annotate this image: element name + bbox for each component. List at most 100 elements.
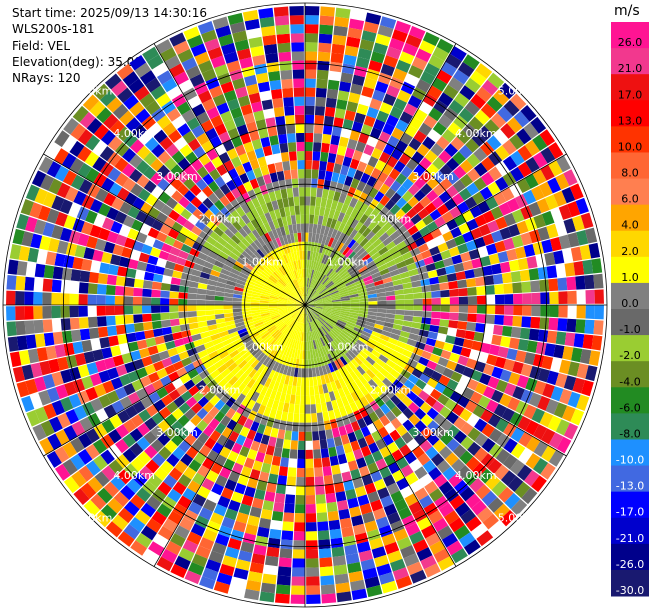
range-gate: [63, 425, 78, 441]
range-gate: [305, 395, 311, 405]
range-gate: [60, 305, 70, 318]
range-gate: [18, 245, 31, 262]
range-gate: [266, 398, 275, 409]
range-gate: [423, 256, 435, 266]
range-gate: [174, 525, 190, 540]
range-gate: [331, 340, 340, 349]
range-gate: [173, 396, 186, 408]
range-gate: [282, 275, 289, 284]
range-gate: [566, 318, 577, 333]
range-gate: [289, 233, 295, 243]
range-gate: [31, 170, 47, 188]
range-gate: [394, 314, 405, 321]
range-gate: [107, 136, 123, 152]
range-gate: [87, 316, 98, 328]
range-gate: [135, 231, 148, 244]
range-gate: [422, 291, 432, 299]
range-gate: [300, 322, 304, 333]
range-gate: [136, 261, 148, 272]
range-gate: [419, 372, 431, 384]
range-gate: [330, 52, 344, 64]
range-gate: [462, 338, 474, 349]
range-gate: [393, 160, 406, 173]
range-gate: [222, 382, 233, 393]
range-gate: [396, 477, 410, 491]
range-gate: [390, 405, 402, 418]
range-gate: [394, 208, 406, 220]
range-gate: [381, 221, 393, 232]
range-gate: [302, 296, 305, 305]
range-gate: [239, 445, 250, 458]
range-gate: [360, 558, 376, 571]
range-gate: [407, 171, 420, 184]
range-gate: [305, 87, 316, 97]
range-gate: [191, 269, 202, 277]
range-gate: [305, 6, 320, 16]
range-gate: [267, 278, 276, 286]
range-gate: [151, 289, 161, 298]
range-gate: [329, 288, 339, 294]
range-gate: [293, 260, 298, 270]
range-gate: [350, 270, 360, 278]
range-gate: [440, 61, 457, 77]
range-gate: [214, 422, 227, 435]
range-gate: [210, 462, 223, 475]
range-gate: [123, 383, 136, 396]
range-ring-label: 4.00km: [113, 127, 155, 140]
range-gate: [532, 457, 549, 475]
range-gate: [487, 413, 502, 428]
range-gate: [107, 151, 122, 167]
range-gate: [321, 346, 328, 356]
range-gate: [473, 177, 487, 191]
range-gate: [235, 195, 246, 207]
range-gate: [123, 296, 134, 305]
range-gate: [262, 573, 277, 585]
range-gate: [276, 322, 285, 330]
range-gate: [392, 279, 403, 286]
range-gate: [272, 418, 281, 430]
range-gate: [56, 240, 69, 255]
range-gate: [311, 232, 317, 243]
range-gate: [555, 173, 570, 190]
range-gate: [305, 169, 312, 179]
range-gate: [430, 283, 441, 292]
range-gate: [312, 340, 317, 350]
range-gate: [311, 292, 319, 299]
range-gate: [142, 288, 152, 297]
range-gate: [195, 364, 207, 375]
range-gate: [347, 460, 359, 472]
range-gate: [401, 431, 414, 444]
range-gate: [165, 197, 178, 210]
range-gate: [389, 269, 400, 277]
range-gate: [264, 555, 279, 567]
range-gate: [187, 287, 198, 294]
range-gate: [372, 362, 383, 372]
range-gate: [291, 42, 304, 52]
range-gate: [316, 69, 329, 80]
range-gate: [323, 255, 330, 265]
range-gate: [363, 414, 373, 426]
range-gate: [289, 15, 304, 25]
range-gate: [337, 499, 349, 511]
range-gate: [260, 582, 276, 594]
range-gate: [195, 219, 207, 231]
range-gate: [195, 257, 206, 267]
range-gate: [425, 337, 437, 347]
range-gate: [255, 383, 264, 394]
range-gate: [335, 264, 344, 273]
range-gate: [164, 235, 176, 247]
range-gate: [295, 331, 300, 341]
range-gate: [331, 43, 346, 55]
range-gate: [329, 455, 339, 466]
range-gate: [521, 316, 532, 328]
range-gate: [422, 366, 435, 377]
range-gate: [364, 392, 375, 404]
range-gate: [114, 142, 130, 157]
range-gate: [85, 444, 100, 460]
range-gate: [96, 305, 106, 316]
range-gate: [297, 169, 305, 179]
range-gate: [298, 305, 305, 313]
range-gate: [6, 274, 17, 290]
range-ring-label: 1.00km: [242, 341, 284, 354]
range-gate: [317, 262, 324, 272]
